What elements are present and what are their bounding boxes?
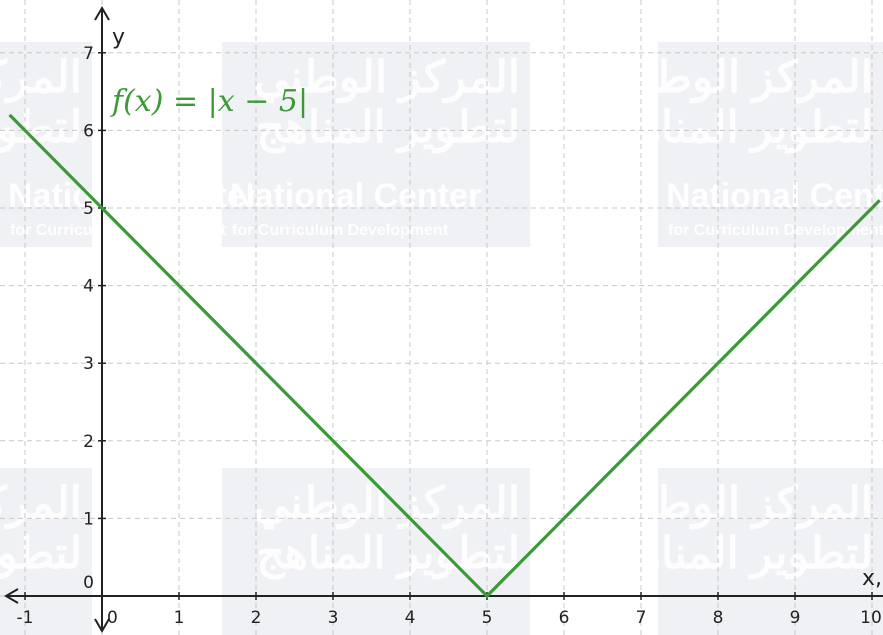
series-line: [8, 113, 881, 599]
x-tick-label: 1: [174, 608, 185, 628]
watermark-bg: [0, 468, 92, 635]
x-tick-label: 8: [713, 608, 724, 628]
y-tick-label: 7: [83, 44, 94, 64]
y-tick-label: 4: [83, 277, 94, 297]
x-tick-label: 9: [790, 608, 801, 628]
watermark-arabic-line: لتطوير المناهج: [609, 103, 873, 154]
x-tick-label: 4: [405, 608, 416, 628]
y-tick-label: 3: [83, 354, 94, 374]
watermark-arabic-line: المركز الوطني: [607, 479, 873, 530]
watermark-bg: [658, 42, 883, 247]
watermark-bg: [222, 42, 530, 247]
watermark-bg: [222, 468, 530, 635]
x-tick-label: 2: [251, 608, 262, 628]
watermark-arabic-line: لتطوير المناهج: [0, 529, 82, 580]
watermark-arabic-line: لتطوير المناهج: [256, 529, 520, 580]
y-tick-label: 0: [83, 573, 94, 593]
y-tick-label: 5: [83, 199, 94, 219]
watermark-english-subtitle: for Curriculum Development: [232, 222, 449, 239]
watermark-arabic-line: المركز الوطني: [254, 479, 520, 530]
x-axis-arrow-left: [4, 588, 19, 604]
watermark-arabic-line: لتطوير المناهج: [609, 529, 873, 580]
axes: y x,: [4, 6, 883, 633]
watermark-arabic-line: المركز الوطني: [254, 53, 520, 104]
y-tick-label: 6: [83, 121, 94, 141]
tick-labels: -1 0 1 2 3 4 5 6 7 8 9 10 0 1 2 3 4 5 6 7: [17, 44, 882, 628]
x-tick-label: -1: [17, 608, 34, 628]
y-axis-label: y: [112, 25, 125, 50]
y-tick-label: 2: [83, 432, 94, 452]
watermark-bg: [658, 468, 883, 635]
watermark-english-title: National Center: [8, 177, 259, 215]
x-tick-label: 5: [482, 608, 493, 628]
y-axis-arrow-up: [94, 6, 110, 21]
watermark-bg: [0, 42, 92, 247]
x-tick-label: 7: [636, 608, 647, 628]
function-label: f(x) = |x − 5|: [110, 84, 308, 119]
watermark-english-title: National Center: [230, 177, 481, 215]
y-axis-arrow-down: [94, 618, 110, 633]
x-tick-label: 6: [559, 608, 570, 628]
x-tick-label: 0: [107, 608, 118, 628]
x-tick-label: 3: [328, 608, 339, 628]
y-tick-label: 1: [83, 509, 94, 529]
watermark-arabic-line: المركز الوطني: [0, 479, 82, 530]
x-axis-label: x,: [862, 566, 882, 591]
watermark-english-subtitle: for Curriculum Development: [668, 222, 883, 239]
x-tick-label: 10: [860, 608, 882, 628]
series-layer: [8, 113, 881, 599]
watermark-english-subtitle: for Curriculum Development: [10, 222, 227, 239]
watermark-arabic-line: المركز الوطني: [607, 53, 873, 104]
watermark-arabic-line: المركز الوطني: [0, 53, 82, 104]
watermark-english-title: National Center: [666, 177, 883, 215]
watermark-arabic-line: لتطوير المناهج: [256, 103, 520, 154]
